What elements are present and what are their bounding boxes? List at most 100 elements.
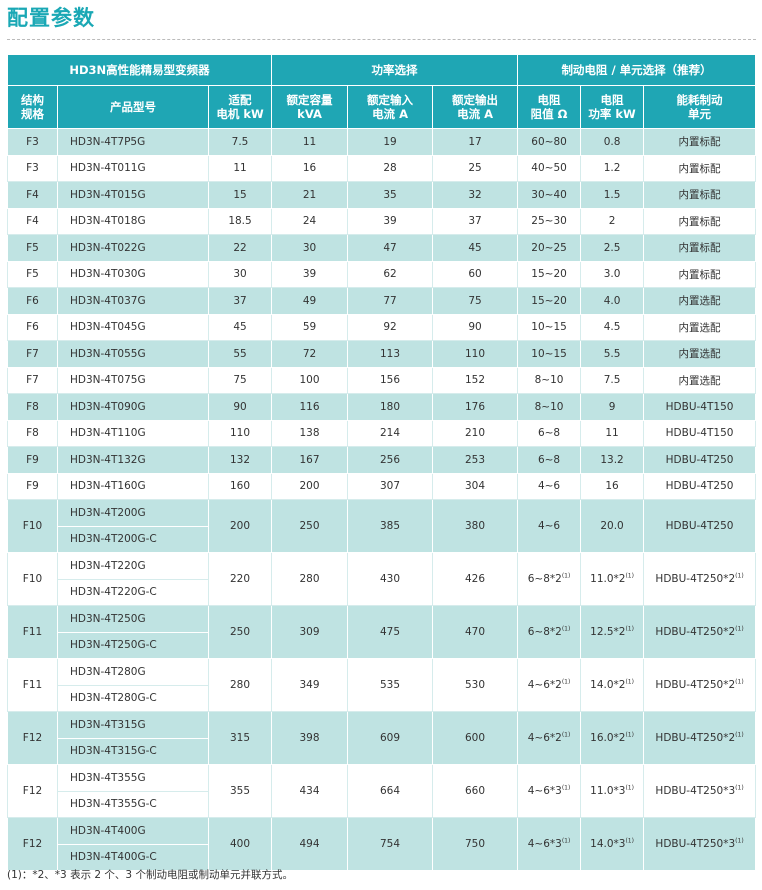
model-cell: HD3N-4T250G <box>57 605 209 633</box>
resistance-cell-value: 6~8*2 <box>527 626 562 638</box>
input-current-cell: 214 <box>347 419 434 447</box>
output-current-cell: 253 <box>432 446 519 474</box>
resistance-cell: 4~6*3(1) <box>517 764 582 818</box>
frame-cell: F11 <box>7 658 58 712</box>
footnote: (1)：*2、*3 表示 2 个、3 个制动电阻或制动单元并联方式。 <box>7 869 293 881</box>
kva-cell: 16 <box>271 154 349 182</box>
frame-cell: F3 <box>7 128 58 156</box>
output-current-cell: 600 <box>432 711 519 765</box>
resistor-power-cell: 1.5 <box>580 181 645 209</box>
output-current-cell: 660 <box>432 764 519 818</box>
resistance-cell-value: 4~6*3 <box>527 838 562 850</box>
table-row: F4 HD3N-4T018G 18.5 24 39 37 25~30 2 内置标配 <box>7 207 757 235</box>
table-row: HD3N-4T220G-C <box>8 578 756 606</box>
model-cell: HD3N-4T045G <box>57 313 209 341</box>
resistance-cell: 6~8 <box>517 446 582 474</box>
motor-kw-cell: 280 <box>207 658 273 712</box>
resistor-power-cell-footnote-mark: (1) <box>625 784 634 792</box>
group-header-power: 功率选择 <box>271 54 519 86</box>
motor-kw-cell: 7.5 <box>207 128 273 156</box>
model-cell: HD3N-4T018G <box>57 207 209 235</box>
table-row: F10 HD3N-4T200G 200 250 385 380 4~6 20.0 HDBU-4T… <box>7 499 757 553</box>
model-cell: HD3N-4T400G-C <box>57 843 209 871</box>
kva-cell: 494 <box>271 817 349 871</box>
brake-unit-cell: HDBU-4T250 <box>643 472 757 500</box>
frame-cell: F11 <box>7 605 58 659</box>
frame-cell: F8 <box>7 393 58 421</box>
model-cell: HD3N-4T315G <box>57 711 209 739</box>
brake-unit-cell: HDBU-4T150 <box>643 393 757 421</box>
resistor-power-cell-value: 11.0*2 <box>590 573 626 585</box>
model-cell: HD3N-4T280G <box>57 658 209 686</box>
output-current-cell: 17 <box>432 128 519 156</box>
input-current-cell: 535 <box>347 658 434 712</box>
resistor-power-cell-footnote-mark: (1) <box>625 572 634 580</box>
kva-cell: 138 <box>271 419 349 447</box>
output-current-cell: 530 <box>432 658 519 712</box>
input-current-cell: 113 <box>347 340 434 368</box>
table-row: F4 HD3N-4T015G 15 21 35 32 30~40 1.5 内置标配 <box>7 181 757 209</box>
frame-cell: F10 <box>7 499 58 553</box>
resistor-power-cell-footnote-mark: (1) <box>625 731 634 739</box>
frame-cell: F4 <box>7 207 58 235</box>
model-cell: HD3N-4T355G-C <box>57 790 209 818</box>
table-row: F8 HD3N-4T090G 90 116 180 176 8~10 9 HDBU-4T150 <box>7 393 757 421</box>
resistor-power-cell: 4.5 <box>580 313 645 341</box>
resistance-cell: 8~10 <box>517 393 582 421</box>
motor-kw-cell: 45 <box>207 313 273 341</box>
resistance-cell: 4~6 <box>517 499 582 553</box>
frame-cell: F12 <box>7 711 58 765</box>
model-cell: HD3N-4T315G-C <box>57 737 209 765</box>
brake-unit-cell: HDBU-4T250*2(1) <box>643 711 757 765</box>
model-cell: HD3N-4T132G <box>57 446 209 474</box>
col-header-kva: 额定容量 kVA <box>271 85 349 129</box>
brake-unit-cell: 内置标配 <box>643 154 757 182</box>
table-row: F7 HD3N-4T075G 75 100 156 152 8~10 7.5 内置选配 <box>7 366 757 394</box>
input-current-cell: 62 <box>347 260 434 288</box>
resistor-power-cell-footnote-mark: (1) <box>625 837 634 845</box>
table-row: HD3N-4T280G-C <box>8 684 756 712</box>
brake-unit-cell-value: HDBU-4T250 <box>665 520 734 532</box>
input-current-cell: 156 <box>347 366 434 394</box>
resistance-cell: 15~20 <box>517 260 582 288</box>
resistor-power-cell: 2 <box>580 207 645 235</box>
table-row: F8 HD3N-4T110G 110 138 214 210 6~8 11 HDBU-4T150 <box>7 419 757 447</box>
motor-kw-cell: 250 <box>207 605 273 659</box>
resistance-cell-footnote-mark: (1) <box>561 784 571 792</box>
output-current-cell: 75 <box>432 287 519 315</box>
resistor-power-cell: 2.5 <box>580 234 645 262</box>
input-current-cell: 92 <box>347 313 434 341</box>
frame-cell: F10 <box>7 552 58 606</box>
kva-cell: 59 <box>271 313 349 341</box>
kva-cell: 434 <box>271 764 349 818</box>
col-header-res-power: 电阻 功率 kW <box>580 85 645 129</box>
frame-cell: F7 <box>7 366 58 394</box>
frame-cell: F5 <box>7 260 58 288</box>
input-current-cell: 754 <box>347 817 434 871</box>
resistance-cell: 8~10 <box>517 366 582 394</box>
kva-cell: 24 <box>271 207 349 235</box>
output-current-cell: 750 <box>432 817 519 871</box>
brake-unit-cell-footnote-mark: (1) <box>735 625 744 633</box>
input-current-cell: 180 <box>347 393 434 421</box>
brake-unit-cell-value: HDBU-4T250*3 <box>655 838 736 850</box>
kva-cell: 200 <box>271 472 349 500</box>
resistor-power-cell-footnote-mark: (1) <box>625 625 634 633</box>
model-cell: HD3N-4T200G-C <box>57 525 209 553</box>
resistor-power-cell: 0.8 <box>580 128 645 156</box>
resistor-power-cell: 11 <box>580 419 645 447</box>
model-cell: HD3N-4T110G <box>57 419 209 447</box>
resistor-power-cell: 9 <box>580 393 645 421</box>
motor-kw-cell: 30 <box>207 260 273 288</box>
resistor-power-cell-value: 14.0*3 <box>590 838 626 850</box>
output-current-cell: 380 <box>432 499 519 553</box>
brake-unit-cell: 内置标配 <box>643 207 757 235</box>
kva-cell: 398 <box>271 711 349 765</box>
brake-unit-cell: HDBU-4T250*2(1) <box>643 658 757 712</box>
output-current-cell: 176 <box>432 393 519 421</box>
frame-cell: F4 <box>7 181 58 209</box>
resistance-cell: 40~50 <box>517 154 582 182</box>
motor-kw-cell: 132 <box>207 446 273 474</box>
brake-unit-cell: HDBU-4T150 <box>643 419 757 447</box>
resistor-power-cell: 4.0 <box>580 287 645 315</box>
